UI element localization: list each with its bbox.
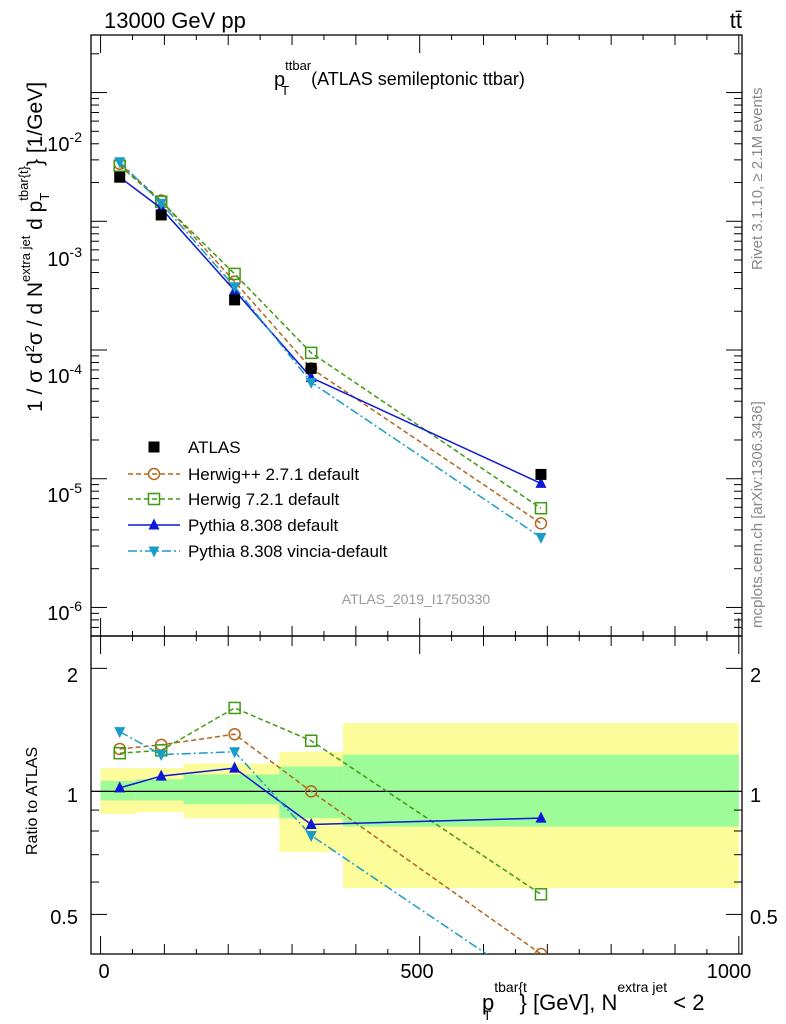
ratio-tick-label-right: 1 <box>750 785 761 807</box>
ratio-plot-frame <box>90 635 743 955</box>
ratio-point <box>535 811 547 823</box>
stat-uncertainty-band <box>183 774 280 805</box>
data-point <box>229 294 241 306</box>
ratio-point <box>155 750 167 762</box>
x-tick-labels: 0 500 1000 <box>98 961 751 983</box>
x-tick-label: 1000 <box>707 961 752 983</box>
data-point <box>228 267 241 281</box>
ratio-point <box>228 701 241 715</box>
legend-marker <box>148 518 160 530</box>
y-tick-label: 10-3 <box>47 244 82 271</box>
x-tick-label: 500 <box>400 961 433 983</box>
data-point <box>534 517 548 530</box>
data-point <box>305 377 317 389</box>
ratio-point <box>534 947 548 954</box>
ratio-point <box>113 746 126 760</box>
ratio-point <box>534 888 548 901</box>
series-line <box>119 163 542 524</box>
legend: ATLAS Herwig++ 2.7.1 default Herwig 7.2.… <box>128 438 388 561</box>
series-line <box>119 176 542 485</box>
energy-label: 13000 GeV pp <box>104 8 246 33</box>
legend-marker <box>148 546 160 558</box>
data-point <box>229 282 241 294</box>
ratio-tick-label-left: 1 <box>67 785 78 807</box>
series-vincia <box>114 157 547 954</box>
axis-ticks <box>91 35 742 954</box>
data-point <box>535 532 547 544</box>
series-atlas <box>114 171 547 480</box>
ratio-line <box>119 707 542 895</box>
data-point <box>534 501 548 515</box>
ratio-y-tick-labels: 2 1 0.5 2 1 0.5 <box>50 665 778 929</box>
ratio-point <box>304 785 318 798</box>
legend-label-atlas: ATLAS <box>188 438 241 457</box>
data-point <box>535 476 547 488</box>
ratio-point <box>305 817 317 829</box>
data-point <box>114 157 126 169</box>
y-tick-label: 10-5 <box>47 480 82 507</box>
legend-label-herwig7: Herwig 7.2.1 default <box>188 490 339 509</box>
data-point <box>114 171 126 183</box>
ratio-y-axis-label: Ratio to ATLAS <box>24 747 41 855</box>
legend-marker <box>147 492 161 506</box>
legend-label-herwigpp: Herwig++ 2.7.1 default <box>188 465 359 484</box>
stat-uncertainty-band <box>135 779 184 801</box>
process-label: tt̄ <box>730 8 742 33</box>
y-tick-label: 10-4 <box>47 361 82 388</box>
y-tick-label: 10-2 <box>47 129 82 156</box>
ratio-point <box>305 830 317 842</box>
y-tick-label: 10-6 <box>47 598 82 625</box>
mcplots-label: mcplots.cern.ch [arXiv:1306.3436] <box>749 401 766 628</box>
main-y-tick-labels: 10-2 10-3 10-4 10-5 10-6 <box>47 129 82 625</box>
ratio-point <box>229 747 241 759</box>
data-point <box>535 468 547 480</box>
x-axis-label: ptbar{t T} [GeV], Nextra jet < 2 <box>482 979 704 1023</box>
legend-marker-atlas <box>148 441 160 453</box>
ratio-series-group <box>114 761 547 829</box>
ratio-point <box>155 769 167 781</box>
ratio-line <box>119 733 542 954</box>
data-point <box>155 198 167 210</box>
ratio-point <box>228 727 241 741</box>
legend-label-vincia: Pythia 8.308 vincia-default <box>188 542 388 561</box>
ratio-series-group <box>114 727 488 954</box>
data-series <box>113 157 548 954</box>
uncertainty-bands <box>100 723 739 889</box>
ratio-tick-label-right: 0.5 <box>750 907 778 929</box>
plot-title: pttbar T(ATLAS semileptonic ttbar) <box>274 58 525 98</box>
rivet-label: Rivet 3.1.10, ≥ 2.1M events <box>749 88 766 271</box>
ratio-point <box>114 781 126 793</box>
series-line <box>119 165 542 509</box>
ratio-point <box>229 761 241 773</box>
series-line <box>119 161 542 539</box>
ratio-tick-label-left: 2 <box>67 665 78 687</box>
data-point <box>305 362 317 374</box>
analysis-watermark: ATLAS_2019_I1750330 <box>342 591 491 607</box>
legend-marker <box>147 467 161 481</box>
ratio-tick-label-right: 2 <box>750 665 761 687</box>
data-point <box>155 209 167 221</box>
ratio-tick-label-left: 0.5 <box>50 907 78 929</box>
data-point <box>304 346 318 360</box>
legend-label-pythia: Pythia 8.308 default <box>188 516 339 535</box>
ratio-point <box>304 734 318 748</box>
main-y-axis-label: 1 / σ d2σ / d Nextra jet d pTtbar{t}} [1… <box>16 82 52 412</box>
x-tick-label: 0 <box>98 961 109 983</box>
ratio-point <box>114 727 126 739</box>
